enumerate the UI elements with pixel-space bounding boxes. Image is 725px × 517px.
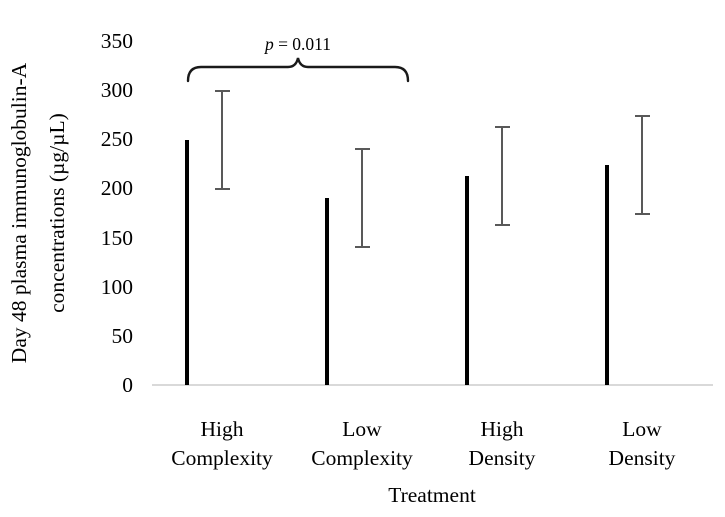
x-category-label-low-complexity: Low Complexity [287,415,437,473]
y-axis-title: Day 48 plasma immunoglobulin-A concentra… [0,13,76,413]
x-category-label-line: Density [608,446,676,470]
y-tick-label: 150 [100,225,133,250]
bar-low-complexity [325,198,329,385]
error-bar-cap-top [354,148,370,151]
error-bar-cap-bottom [494,223,510,226]
y-tick-label: 50 [111,323,134,348]
x-category-label-line: Density [468,446,536,470]
y-tick-label: 200 [100,176,133,201]
y-tick-label: 300 [100,78,133,103]
x-axis-title: Treatment [388,483,476,507]
x-category-label-line: High [200,417,244,441]
error-bar-line [361,149,363,248]
bracket-path [186,57,410,83]
x-axis-line [152,384,713,386]
y-tick-label: 250 [100,127,133,152]
error-bar-cap-bottom [214,188,230,191]
y-tick-label: 0 [122,373,133,397]
error-bar-cap-bottom [354,246,370,249]
x-category-label-high-complexity: High Complexity [147,415,297,473]
error-bar-cap-top [494,125,510,128]
x-category-label-line: Low [622,417,662,441]
p-value-label: p = 0.011 [228,34,368,55]
error-bar-cap-top [634,114,650,117]
error-bar-line [221,91,223,190]
x-category-label-line: Complexity [171,446,273,470]
error-bar-line [641,115,643,214]
bar-high-complexity [185,140,189,385]
y-axis-title-line1: Day 48 plasma immunoglobulin-A [7,62,31,364]
p-symbol: p [264,34,274,54]
bar-low-density [605,164,609,385]
error-bar-cap-top [214,90,230,93]
y-axis-title-line2: concentrations (µg/µL) [45,113,69,313]
y-tick-label: 350 [100,29,133,53]
error-bar-line [501,126,503,225]
p-value-text: = 0.011 [273,34,332,54]
x-category-label-line: Complexity [311,446,413,470]
x-category-label-line: High [480,417,524,441]
x-category-label-low-density: Low Density [567,415,717,473]
error-bar-cap-bottom [634,212,650,215]
y-tick-label: 100 [100,274,133,299]
bar-high-density [465,175,469,385]
x-category-label-high-density: High Density [427,415,577,473]
x-category-label-line: Low [342,417,382,441]
